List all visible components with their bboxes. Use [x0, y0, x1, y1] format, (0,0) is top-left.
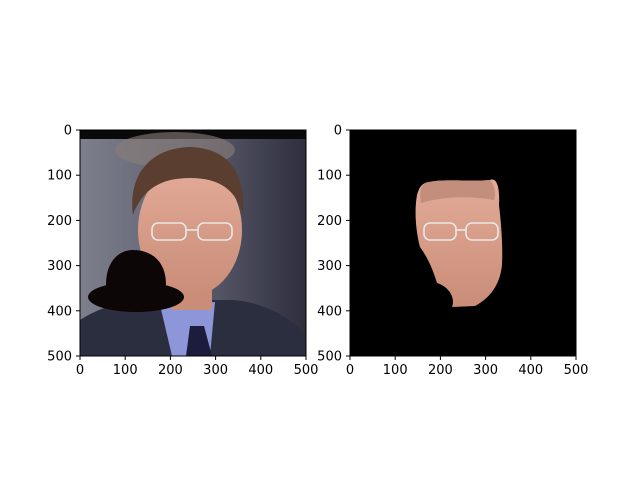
right-x-tick-label: 500	[564, 363, 589, 378]
left-x-tick-label: 500	[294, 363, 319, 378]
left-y-tick-label: 100	[47, 169, 72, 184]
left-y-tick-label: 0	[64, 124, 72, 139]
right-x-tick-label: 400	[518, 363, 543, 378]
right-axes: 0 100 200 300 400 500 0 100 200 300 400 500	[317, 124, 588, 379]
left-x-tick-label: 100	[113, 363, 138, 378]
right-x-tick-label: 100	[383, 363, 408, 378]
left-x-tick-label: 0	[76, 363, 84, 378]
right-y-tick-label: 400	[317, 304, 342, 319]
right-y-tick-label: 0	[334, 124, 342, 139]
segmented-hair-strip	[420, 180, 495, 203]
glasses-icon	[151, 222, 233, 241]
right-image-panel	[350, 130, 576, 356]
left-y-tick-label: 300	[47, 259, 72, 274]
right-x-tick-label: 300	[473, 363, 498, 378]
hair-shape	[132, 147, 244, 215]
segmented-face-region	[415, 179, 503, 307]
right-x-tick-label: 0	[346, 363, 354, 378]
left-y-tick-label: 400	[47, 304, 72, 319]
left-axes-frame	[79, 129, 307, 357]
left-x-tick-label: 300	[203, 363, 228, 378]
right-y-tick-label: 300	[317, 259, 342, 274]
glasses-icon	[423, 222, 499, 241]
left-x-tick-label: 200	[158, 363, 183, 378]
left-y-tick-label: 500	[47, 350, 72, 365]
right-y-tick-label: 200	[317, 214, 342, 229]
right-y-tick-label: 500	[317, 350, 342, 365]
bowler-hat-icon	[88, 250, 184, 312]
right-axes-frame	[349, 129, 577, 357]
left-image-panel	[80, 130, 306, 356]
left-axes: 0 100 200 300 400 500 0 100 200 300 400 500	[47, 124, 318, 379]
left-y-tick-label: 200	[47, 214, 72, 229]
tie-shape	[186, 326, 212, 356]
right-x-tick-label: 200	[428, 363, 453, 378]
left-x-tick-label: 400	[248, 363, 273, 378]
right-y-tick-label: 100	[317, 169, 342, 184]
